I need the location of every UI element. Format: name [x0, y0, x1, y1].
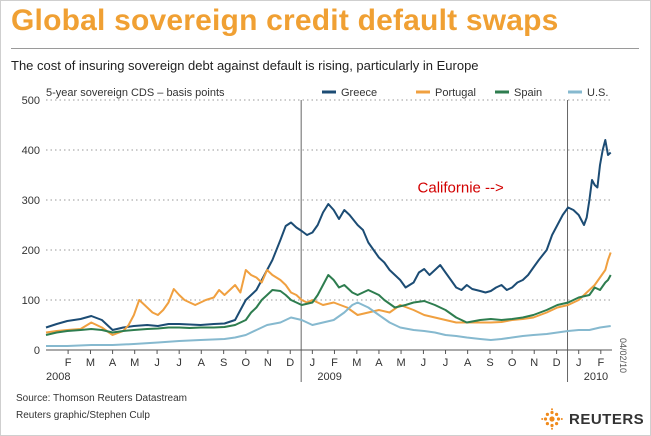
- page-subtitle: The cost of insuring sovereign debt agai…: [11, 58, 479, 73]
- x-tick-label: F: [331, 357, 338, 369]
- x-tick-label: F: [597, 357, 604, 369]
- y-tick-label: 200: [22, 245, 40, 257]
- year-label: 2009: [317, 371, 341, 383]
- x-tick-label: J: [576, 357, 582, 369]
- date-stamp: 04/02/10: [618, 338, 628, 374]
- reuters-dots-icon: [541, 408, 563, 430]
- year-dividers: [300, 100, 569, 382]
- series-line-us: [46, 301, 611, 347]
- x-tick-label: J: [421, 357, 427, 369]
- y-tick-label: 300: [22, 195, 40, 207]
- annotation-label: Californie -->: [418, 180, 505, 197]
- page-title: Global sovereign credit default swaps: [11, 4, 559, 37]
- x-tick-label: M: [396, 357, 405, 369]
- x-tick-label: N: [530, 357, 538, 369]
- x-tick-label: J: [310, 357, 316, 369]
- legend-label: Greece: [341, 87, 377, 99]
- legend-label: Portugal: [435, 87, 476, 99]
- x-tick-label: D: [553, 357, 561, 369]
- x-tick-label: D: [286, 357, 294, 369]
- x-tick-label: J: [443, 357, 449, 369]
- x-tick-label: A: [198, 357, 206, 369]
- x-tick-label: S: [220, 357, 227, 369]
- series-line-spain: [45, 274, 612, 336]
- title-divider: [11, 48, 639, 49]
- x-tick-label: O: [241, 357, 250, 369]
- y-tick-label: 400: [22, 145, 40, 157]
- x-tick-label: O: [508, 357, 517, 369]
- grid-layer: [46, 99, 612, 301]
- legend-label: Spain: [514, 87, 542, 99]
- x-tick-label: M: [86, 357, 95, 369]
- y-tick-label: 500: [22, 95, 40, 107]
- reuters-logo: REUTERS: [541, 408, 644, 430]
- annotations: Californie -->: [418, 180, 505, 197]
- series-layer: [45, 139, 612, 347]
- legend-label: U.S.: [587, 87, 608, 99]
- year-label: 2008: [46, 371, 70, 383]
- x-tick-label: M: [130, 357, 139, 369]
- x-tick-label: S: [486, 357, 493, 369]
- y-tick-label: 100: [22, 295, 40, 307]
- series-line-portugal: [45, 252, 612, 336]
- y-tick-label: 0: [34, 345, 40, 357]
- axis-layer: 0 100 200 300 400 500 F M A M J J A S O N D J F M A M J J A S O N D J…: [22, 95, 612, 383]
- legend: Greece Portugal Spain U.S.: [322, 87, 608, 99]
- credit-note: Reuters graphic/Stephen Culp: [16, 410, 150, 421]
- x-tick-label: J: [154, 357, 160, 369]
- year-label: 2010: [584, 371, 608, 383]
- x-tick-label: M: [352, 357, 361, 369]
- x-tick-label: A: [464, 357, 472, 369]
- source-note: Source: Thomson Reuters Datastream: [16, 393, 188, 404]
- x-tick-label: A: [375, 357, 383, 369]
- x-tick-label: N: [264, 357, 272, 369]
- logo-text: REUTERS: [569, 410, 645, 428]
- x-tick-label: J: [176, 357, 182, 369]
- series-line-greece: [45, 139, 612, 331]
- x-tick-label: F: [65, 357, 72, 369]
- unit-label: 5-year sovereign CDS – basis points: [46, 87, 225, 99]
- x-tick-label: A: [109, 357, 117, 369]
